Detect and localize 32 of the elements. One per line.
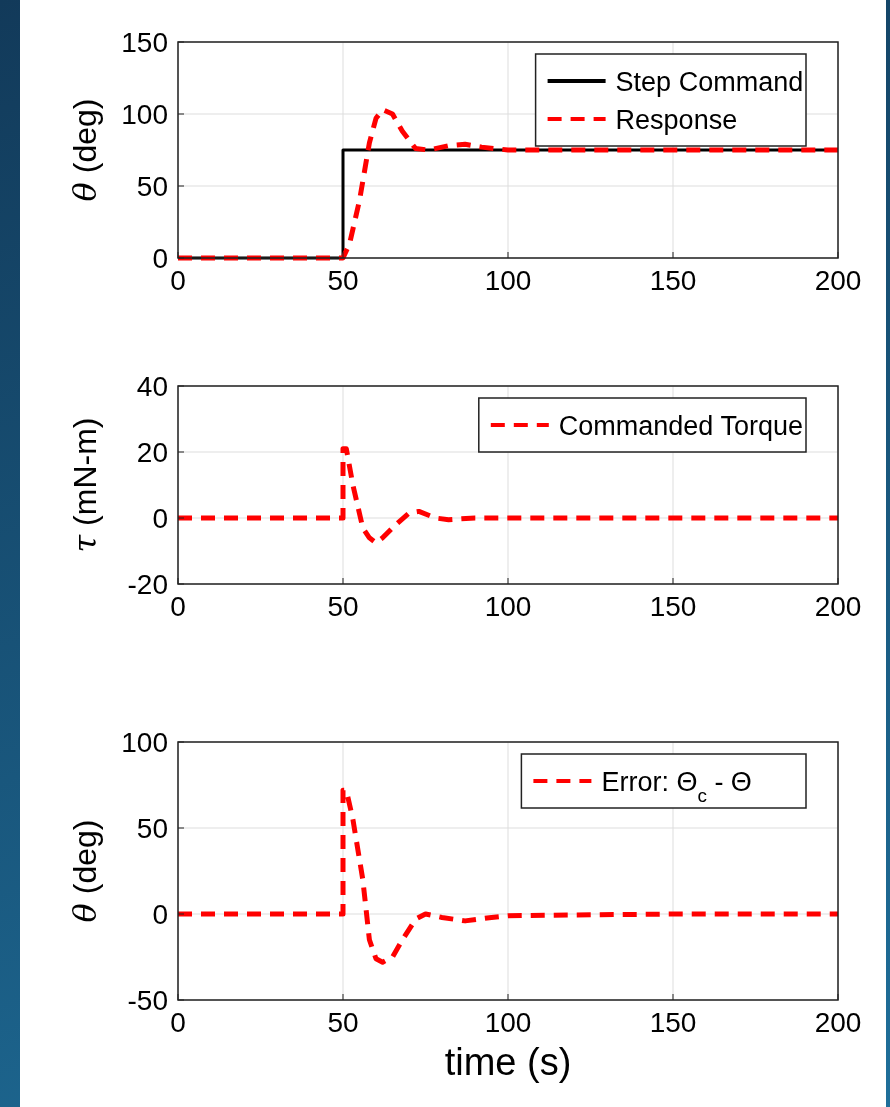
- y-tick-label: 100: [121, 727, 168, 758]
- legend-label: Error: Θ$_{c}$ - Θ: [601, 767, 752, 806]
- x-tick-label: 150: [649, 265, 697, 296]
- legend-label: Response: [615, 105, 738, 135]
- y-tick-label: 0: [152, 503, 168, 534]
- legend-label: Commanded Torque: [558, 411, 803, 441]
- y-tick-label: 40: [136, 371, 168, 402]
- x-tick-label: 50: [327, 591, 359, 622]
- x-tick-label: 100: [484, 265, 532, 296]
- y-tick-label: 0: [152, 899, 168, 930]
- y-axis-title: θ (deg): [66, 819, 104, 923]
- y-tick-label: -50: [127, 985, 168, 1016]
- y-tick-label: 100: [121, 99, 168, 130]
- x-tick-label: 150: [649, 591, 697, 622]
- x-tick-label: 150: [649, 1007, 697, 1038]
- x-tick-label: 200: [814, 265, 862, 296]
- y-axis-title: τ (mN-m): [66, 417, 104, 553]
- x-tick-label: 100: [484, 1007, 532, 1038]
- y-tick-label: 50: [136, 171, 168, 202]
- legend-label: Step Command: [615, 67, 804, 97]
- x-tick-label: 100: [484, 591, 532, 622]
- y-tick-label: 0: [152, 243, 168, 274]
- y-tick-label: 150: [121, 27, 168, 58]
- y-axis-title: θ (deg): [66, 98, 104, 202]
- x-tick-label: 200: [814, 591, 862, 622]
- y-tick-label: -20: [127, 569, 168, 600]
- y-tick-label: 20: [136, 437, 168, 468]
- x-tick-label: 200: [814, 1007, 862, 1038]
- x-axis-title: time (s): [444, 1041, 572, 1083]
- y-tick-label: 50: [136, 813, 168, 844]
- x-tick-label: 50: [327, 265, 359, 296]
- x-tick-label: 50: [327, 1007, 359, 1038]
